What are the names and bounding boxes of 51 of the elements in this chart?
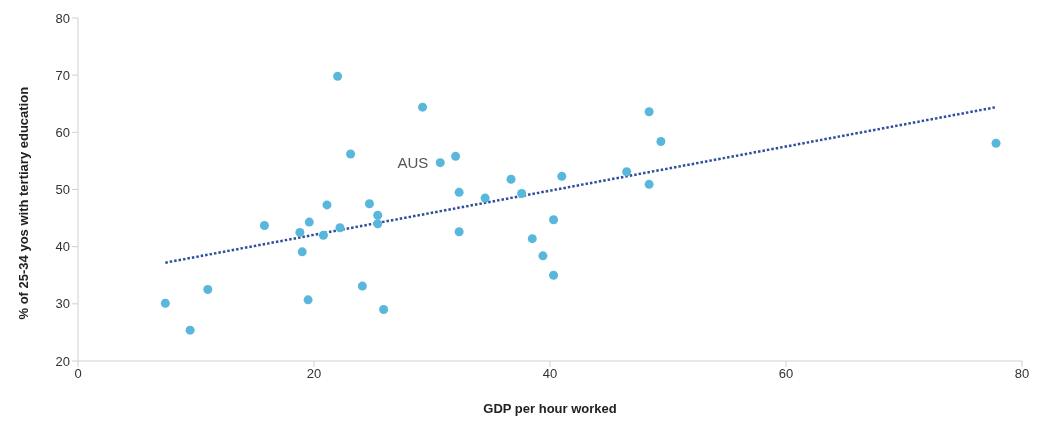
point: [557, 171, 567, 181]
point: [538, 251, 548, 261]
y-axis-title: % of 25-34 yos with tertiary education: [15, 86, 31, 320]
point: [335, 223, 345, 233]
point: [454, 187, 464, 197]
y-tick-label: 60: [55, 124, 70, 140]
point: [418, 102, 428, 112]
point: [373, 219, 383, 229]
point: [364, 199, 374, 209]
point: [373, 210, 383, 220]
point: [435, 158, 445, 168]
point: [622, 167, 632, 177]
point: [379, 305, 389, 315]
point: [346, 149, 356, 159]
point: [506, 174, 516, 184]
point: [991, 138, 1001, 148]
point: [318, 230, 328, 240]
x-tick-label: 40: [542, 366, 558, 382]
x-tick-label: 20: [306, 366, 322, 382]
point: [322, 200, 332, 210]
x-axis-title: GDP per hour worked: [483, 401, 617, 416]
point: [656, 136, 666, 146]
point: [451, 151, 461, 161]
point: [160, 298, 170, 308]
y-tick-label: 40: [55, 239, 70, 255]
x-tick-label: 80: [1014, 366, 1030, 382]
point: [333, 71, 343, 81]
y-tick-label: 70: [55, 67, 70, 83]
point: [549, 215, 559, 225]
point: [185, 325, 195, 335]
point: [549, 270, 559, 280]
point: [203, 285, 213, 295]
y-tick-label: 80: [55, 10, 70, 26]
x-tick-label: 60: [778, 366, 794, 382]
point: [303, 295, 313, 305]
point: [295, 227, 305, 237]
point: [259, 221, 269, 231]
annotation: AUS: [397, 153, 429, 171]
point: [517, 189, 527, 198]
point: [644, 179, 654, 189]
point: [644, 107, 654, 117]
point: [357, 281, 367, 291]
y-tick-label: 50: [55, 182, 70, 198]
y-tick-label: 30: [55, 296, 70, 312]
point: [480, 193, 490, 203]
y-tick-label: 20: [55, 353, 70, 369]
point: [454, 227, 464, 237]
point: [527, 234, 537, 244]
x-tick-label: 0: [74, 366, 82, 382]
point: [304, 217, 314, 227]
point: [297, 247, 307, 257]
